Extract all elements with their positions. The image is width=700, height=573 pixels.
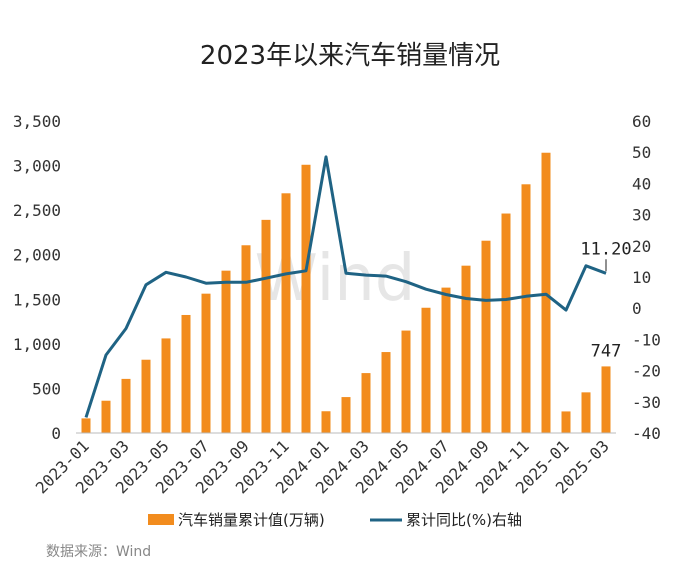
bar [381, 352, 391, 433]
bar [501, 213, 511, 433]
bar [181, 314, 191, 433]
left-tick-label: 2,000 [13, 246, 61, 265]
right-tick-label: 10 [632, 268, 651, 287]
right-tick-label: 20 [632, 237, 651, 256]
bar [81, 418, 91, 433]
right-tick-label: -40 [632, 424, 661, 443]
source-note: 数据来源：Wind [46, 544, 151, 560]
bar [261, 219, 271, 433]
right-tick-label: -20 [632, 362, 661, 381]
bar [221, 270, 231, 433]
annotations: 747 11.20 [580, 239, 631, 361]
bar [401, 330, 411, 433]
line-data-label: 11.20 [580, 239, 631, 259]
line-series [84, 155, 607, 418]
bar [441, 287, 451, 433]
line-path [84, 155, 607, 418]
right-tick-label: 40 [632, 174, 651, 193]
bar [201, 293, 211, 433]
left-tick-label: 3,000 [13, 157, 61, 176]
bar-series [81, 152, 611, 433]
right-tick-label: 60 [632, 112, 651, 131]
bar [421, 307, 431, 433]
bar [581, 392, 591, 433]
bar [601, 366, 611, 433]
bar [161, 338, 171, 433]
right-tick-label: 0 [632, 299, 642, 318]
left-tick-label: 500 [32, 379, 61, 398]
bar [561, 411, 571, 433]
bar [101, 400, 111, 433]
legend-bar-label: 汽车销量累计值(万辆) [178, 511, 325, 529]
legend: 汽车销量累计值(万辆) 累计同比(%)右轴 [148, 511, 522, 529]
bar [461, 265, 471, 433]
bar [241, 245, 251, 433]
chart-title: 2023年以来汽车销量情况 [200, 41, 500, 71]
bar [141, 359, 151, 433]
right-tick-label: -10 [632, 330, 661, 349]
bar [281, 193, 291, 433]
bar [521, 184, 531, 433]
bar [121, 378, 131, 433]
left-tick-label: 3,500 [13, 112, 61, 131]
right-axis: -40 -30 -20 -10 0 10 20 30 40 50 60 [632, 112, 661, 443]
x-axis: 2023-012023-032023-052023-072023-092023-… [32, 436, 613, 497]
bar [481, 240, 491, 433]
watermark: Wind [255, 242, 416, 316]
legend-line-label: 累计同比(%)右轴 [406, 511, 522, 529]
legend-bar-swatch [148, 514, 174, 525]
left-tick-label: 1,000 [13, 335, 61, 354]
left-tick-label: 2,500 [13, 201, 61, 220]
bar [341, 397, 351, 433]
bar [301, 164, 311, 433]
left-tick-label: 1,500 [13, 290, 61, 309]
left-tick-label: 0 [51, 424, 61, 443]
right-tick-label: -30 [632, 393, 661, 412]
right-tick-label: 30 [632, 206, 651, 225]
bar-data-label: 747 [591, 341, 622, 361]
bar [361, 373, 371, 433]
right-tick-label: 50 [632, 143, 651, 162]
bar [321, 411, 331, 433]
left-axis: 0 500 1,000 1,500 2,000 2,500 3,000 3,500 [13, 112, 61, 443]
